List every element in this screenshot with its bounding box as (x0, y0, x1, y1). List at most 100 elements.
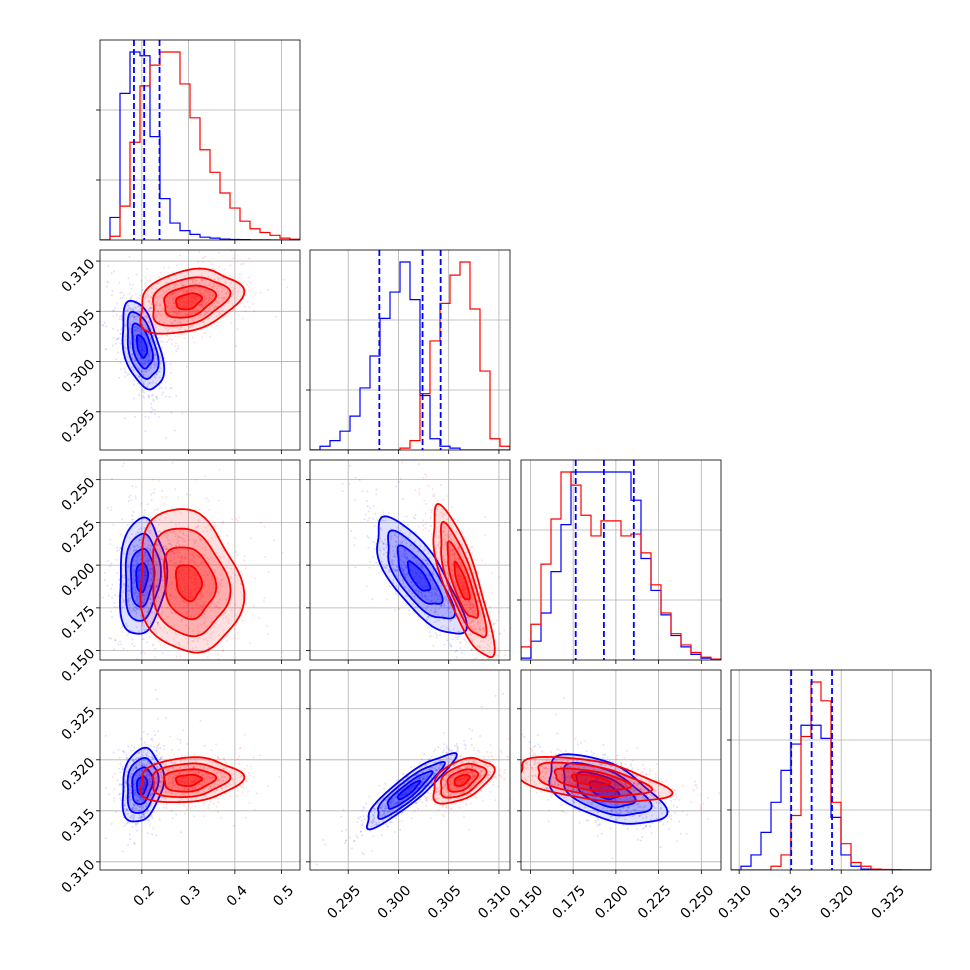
sample-point (136, 575, 139, 578)
sample-point (497, 611, 500, 614)
sample-point (489, 678, 491, 680)
sample-point (119, 771, 122, 774)
sample-point (432, 435, 434, 437)
sample-point (150, 578, 153, 581)
sample-point (133, 415, 136, 418)
sample-point (238, 277, 241, 280)
sample-point (128, 306, 131, 309)
sample-point (214, 306, 217, 308)
sample-point (146, 546, 149, 549)
sample-point (153, 676, 155, 678)
sample-point (141, 363, 144, 365)
sample-point (188, 595, 191, 598)
sample-point (181, 412, 184, 415)
sample-point (167, 539, 170, 542)
sample-point (170, 608, 172, 611)
sample-point (154, 296, 157, 299)
sample-point (172, 736, 174, 738)
sample-point (194, 588, 197, 591)
sample-point (348, 464, 351, 467)
sample-point (152, 643, 155, 646)
sample-point (201, 301, 204, 304)
sample-point (208, 305, 211, 308)
sample-point (138, 328, 141, 331)
sample-point (216, 285, 219, 288)
sample-point (151, 611, 154, 614)
sample-point (192, 308, 195, 311)
sample-point (174, 342, 177, 344)
sample-point (214, 569, 216, 572)
sample-point (496, 691, 498, 693)
sample-point (368, 566, 371, 569)
sample-point (152, 363, 155, 366)
sample-point (209, 282, 212, 285)
sample-point (136, 329, 139, 332)
sample-point (143, 566, 146, 569)
sample-point (218, 300, 221, 303)
sample-point (147, 332, 150, 335)
sample-point (175, 394, 178, 397)
sample-point (170, 625, 173, 627)
sample-point (191, 640, 194, 643)
sample-point (238, 273, 241, 276)
sample-point (203, 332, 206, 335)
sample-point (144, 555, 147, 558)
sample-point (130, 287, 133, 290)
sample-point (161, 557, 164, 560)
sample-point (211, 294, 214, 297)
sample-point (280, 651, 283, 654)
sample-point (128, 589, 131, 592)
sample-point (151, 833, 154, 836)
sample-point (202, 638, 205, 641)
sample-point (134, 497, 137, 500)
sample-point (122, 600, 125, 603)
sample-point (498, 576, 501, 579)
sample-point (233, 308, 235, 311)
sample-point (133, 368, 136, 371)
sample-point (124, 338, 127, 341)
sample-point (101, 324, 104, 326)
sample-point (159, 314, 162, 317)
sample-point (221, 521, 224, 524)
sample-point (494, 622, 497, 625)
sample-point (113, 797, 115, 799)
sample-point (166, 281, 169, 284)
sample-point (154, 361, 157, 364)
sample-point (111, 775, 114, 778)
sample-point (159, 558, 162, 561)
sample-point (158, 384, 161, 387)
sample-point (144, 346, 146, 349)
sample-point (495, 656, 498, 659)
sample-point (148, 559, 151, 562)
sample-point (112, 309, 115, 312)
sample-point (155, 382, 158, 385)
sample-point (135, 560, 137, 563)
sample-point (121, 296, 124, 299)
sample-point (178, 298, 181, 301)
sample-point (121, 631, 124, 634)
sample-point (126, 309, 129, 312)
sample-point (170, 386, 173, 389)
sample-point (220, 579, 222, 582)
sample-point (414, 517, 416, 520)
sample-point (192, 629, 194, 632)
sample-point (401, 674, 403, 676)
sample-point (189, 573, 192, 576)
sample-point (155, 585, 157, 588)
sample-point (181, 284, 184, 287)
sample-point (245, 603, 248, 606)
sample-point (144, 628, 147, 631)
sample-point (137, 578, 140, 580)
sample-point (428, 631, 431, 634)
sample-point (218, 584, 221, 587)
sample-point (147, 359, 150, 362)
sample-point (202, 605, 205, 608)
sample-point (118, 767, 121, 770)
sample-point (137, 595, 140, 598)
sample-point (225, 292, 227, 295)
sample-point (144, 569, 147, 572)
sample-point (149, 585, 152, 588)
sample-point (208, 291, 211, 294)
sample-point (129, 283, 132, 286)
sample-point (143, 333, 145, 336)
